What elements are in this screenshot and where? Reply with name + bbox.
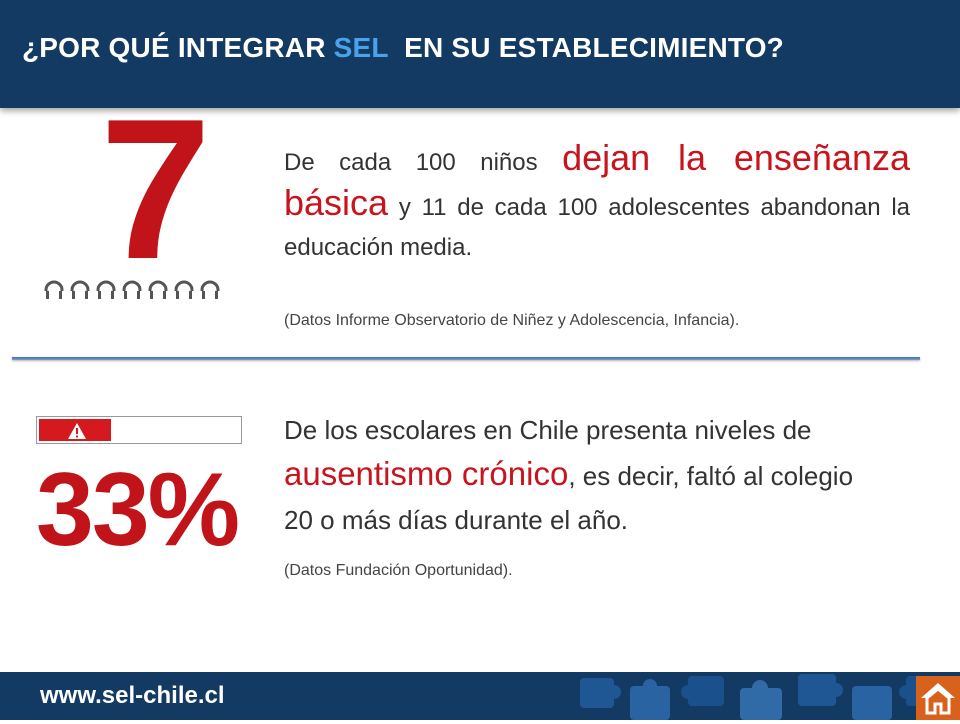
warning-bar <box>36 416 242 444</box>
person-icon <box>148 280 168 300</box>
person-icon <box>44 280 64 300</box>
section-divider <box>12 357 920 360</box>
stat-seven-figure: 7 <box>100 78 212 301</box>
stat-33-text-a: De los escolares en Chile presenta nivel… <box>284 415 812 445</box>
footer-url[interactable]: www.sel-chile.cl <box>40 682 225 709</box>
stat-seven-text: De cada 100 niños dejan la enseñanza bás… <box>284 138 910 268</box>
person-icon <box>70 280 90 300</box>
stat-33-source: (Datos Fundación Oportunidad). <box>284 562 513 579</box>
title-highlight: SEL <box>333 32 389 63</box>
stat-33-emphasis: ausentismo crónico <box>284 455 569 492</box>
person-icon <box>96 280 116 300</box>
person-icon <box>122 280 142 300</box>
stat-seven-graphic: 7 <box>40 90 240 310</box>
puzzle-pattern <box>580 674 940 720</box>
page-title: ¿POR QUÉ INTEGRAR SEL EN SU ESTABLECIMIE… <box>22 32 784 64</box>
people-row <box>44 280 220 300</box>
stat-seven-text-a: De cada 100 niños <box>284 149 563 176</box>
stat-seven-source: (Datos Informe Observatorio de Niñez y A… <box>284 312 740 329</box>
person-icon <box>200 280 220 300</box>
stat-33-text: De los escolares en Chile presenta nivel… <box>284 408 884 542</box>
warning-icon <box>68 423 86 439</box>
stat-33-figure: 33% <box>36 452 240 568</box>
stat-seven-text-c: y 11 de cada 100 adolescentes abandonan … <box>284 194 910 261</box>
person-icon <box>174 280 194 300</box>
warning-bar-fill <box>39 419 111 441</box>
home-button[interactable] <box>916 676 960 720</box>
title-prefix: ¿POR QUÉ INTEGRAR <box>22 32 334 63</box>
stat-33-text-c: , es decir, faltó al colegio 20 o más dí… <box>284 461 854 535</box>
footer-bar: www.sel-chile.cl <box>0 672 960 720</box>
title-suffix: EN SU ESTABLECIMIENTO? <box>388 32 784 63</box>
home-icon <box>921 683 955 715</box>
header-bar: ¿POR QUÉ INTEGRAR SEL EN SU ESTABLECIMIE… <box>0 0 960 108</box>
stat-seven-emphasis: dejan la enseñanza básica <box>284 137 910 223</box>
